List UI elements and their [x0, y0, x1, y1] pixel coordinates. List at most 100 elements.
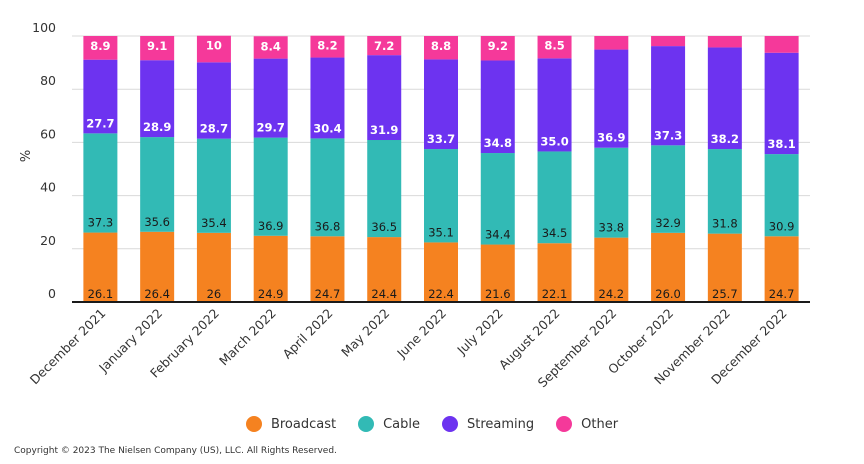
legend: Broadcast Cable Streaming Other [0, 416, 864, 432]
bar-segment-cable [537, 151, 572, 244]
bar-segment-other [424, 36, 458, 60]
data-label-other: 8.4 [261, 39, 281, 53]
bar-segment-broadcast [651, 232, 686, 302]
bar-segment-streaming [707, 47, 742, 150]
bar-segment-streaming [140, 60, 175, 138]
bar-segment-other [651, 36, 686, 47]
data-label-cable: 31.8 [712, 217, 738, 231]
bar-segment-cable [367, 140, 402, 238]
legend-swatch [245, 416, 262, 432]
y-tick-label: 20 [40, 233, 56, 248]
bar-segment-streaming [424, 59, 458, 150]
data-label-broadcast: 22.1 [542, 287, 568, 301]
data-label-other: 8.2 [317, 39, 337, 53]
bar-segment-broadcast [537, 243, 572, 302]
bar-segment-streaming [310, 57, 345, 139]
data-label-cable: 36.9 [258, 219, 284, 233]
copyright-text: Copyright © 2023 The Nielsen Company (US… [14, 446, 337, 456]
x-tick-label: June 2022 [393, 306, 449, 362]
data-label-cable: 34.5 [542, 226, 568, 240]
bar-segment-other [707, 36, 742, 48]
bars [83, 35, 799, 302]
bar-segment-cable [83, 133, 118, 233]
data-label-streaming: 28.7 [200, 122, 228, 136]
data-label-cable: 33.8 [599, 221, 625, 235]
data-label-broadcast: 24.9 [258, 287, 284, 301]
data-label-broadcast: 26.4 [144, 287, 170, 301]
y-tick-label: 60 [40, 126, 56, 141]
bar-segment-streaming [537, 58, 572, 152]
bar-segment-streaming [83, 59, 118, 134]
data-label-streaming: 36.9 [597, 131, 625, 145]
bar-segment-cable [310, 138, 345, 237]
bar-segment-other [310, 35, 345, 58]
stacked-bar-chart: 0 20 40 60 80 100 % 26.1 37.3 27.7 8.9 26.4 35.6 28… [19, 20, 810, 390]
bar-segment-streaming [764, 52, 799, 155]
data-label-cable: 30.9 [769, 219, 795, 233]
legend-label: Streaming [466, 416, 535, 432]
data-label-broadcast: 26 [207, 287, 222, 301]
data-label-streaming: 34.8 [484, 136, 512, 150]
bar-segment-other [140, 36, 175, 61]
x-tick-label: May 2022 [338, 306, 392, 360]
bar-segment-broadcast [424, 242, 458, 302]
data-label-cable: 36.5 [371, 220, 397, 234]
legend-item-cable: Cable [358, 416, 420, 432]
legend-item-broadcast: Broadcast [245, 416, 337, 432]
y-axis: 0 20 40 60 80 100 [32, 20, 56, 301]
bar-segment-broadcast [140, 231, 175, 302]
bar-segment-broadcast [196, 232, 231, 302]
bar-segment-broadcast [594, 237, 629, 302]
bar-segment-broadcast [367, 237, 402, 302]
data-label-streaming: 33.7 [427, 132, 455, 146]
data-label-streaming: 30.4 [313, 121, 341, 135]
bar-segment-cable [140, 137, 175, 232]
bar-segment-cable [253, 137, 288, 236]
data-label-cable: 37.3 [88, 216, 114, 230]
bar-segment-streaming [196, 62, 231, 139]
data-label-broadcast: 24.7 [315, 287, 341, 301]
data-label-streaming: 37.3 [654, 128, 682, 142]
data-label-other: 9.1 [147, 39, 167, 53]
bar-segment-cable [594, 147, 629, 238]
data-label-broadcast: 24.7 [769, 287, 795, 301]
bar-segment-other [764, 36, 799, 53]
bar-segment-other [196, 35, 231, 63]
bar-segment-broadcast [253, 235, 288, 302]
bar-segment-cable [424, 149, 458, 243]
x-tick-label: March 2022 [216, 306, 279, 369]
x-tick-label: July 2022 [453, 306, 506, 359]
data-label-broadcast: 24.4 [371, 287, 397, 301]
bar-segment-other [480, 36, 515, 61]
data-label-cable: 35.1 [428, 225, 454, 239]
legend-label: Broadcast [270, 416, 337, 432]
legend-label: Other [581, 416, 619, 432]
y-axis-label: % [19, 150, 34, 162]
data-label-broadcast: 24.2 [599, 287, 625, 301]
data-label-streaming: 28.9 [143, 120, 171, 134]
x-tick-label: December 2021 [27, 306, 109, 388]
legend-swatch [556, 416, 573, 432]
bar-segment-streaming [367, 55, 402, 141]
bar-segment-other [83, 36, 118, 60]
data-label-other: 10 [206, 39, 222, 53]
data-label-streaming: 38.1 [767, 137, 795, 151]
bar-segment-other [537, 35, 572, 59]
data-label-broadcast: 26.1 [88, 287, 114, 301]
data-label-streaming: 27.7 [86, 116, 114, 130]
bar-segment-streaming [651, 46, 686, 146]
data-label-broadcast: 22.4 [428, 287, 454, 301]
bar-segment-streaming [594, 49, 629, 148]
legend-swatch [441, 416, 458, 432]
bar-segment-broadcast [707, 233, 742, 302]
bar-segment-streaming [253, 58, 288, 138]
data-label-broadcast: 25.7 [712, 287, 738, 301]
bar-segment-streaming [480, 60, 515, 154]
bar-segment-cable [707, 149, 742, 234]
x-tick-label: April 2022 [279, 306, 335, 362]
y-tick-label: 0 [48, 286, 56, 301]
legend-label: Cable [383, 416, 420, 432]
data-label-streaming: 38.2 [711, 132, 739, 146]
data-label-other: 9.2 [488, 39, 508, 53]
